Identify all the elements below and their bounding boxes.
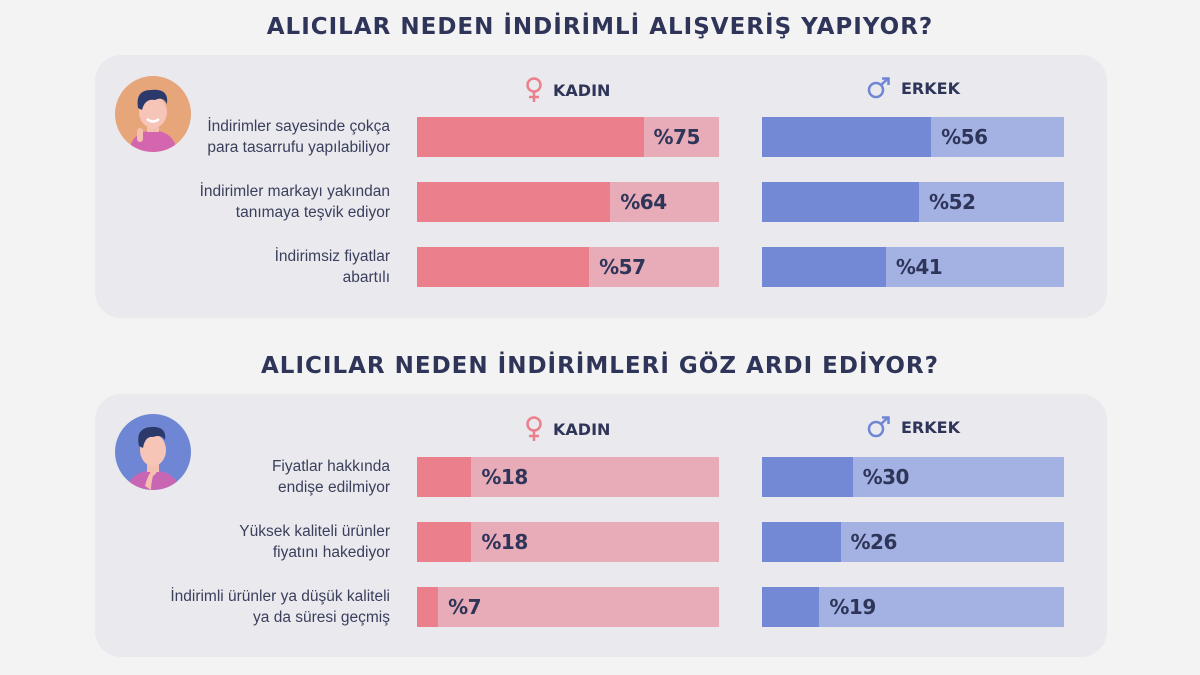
male-bar-fill [762,587,820,627]
male-bar-value: %52 [929,190,976,214]
row-label-line1: Yüksek kaliteli ürünler [239,523,390,540]
row-label-line2: ya da süresi geçmiş [253,609,390,626]
male-bar-fill [762,247,886,287]
row-label-line2: tanımaya teşvik ediyor [235,204,390,221]
row-label-line2: endişe edilmiyor [278,479,390,496]
female-symbol-icon [526,77,542,102]
row-label-line1: İndirimli ürünler ya düşük kaliteli [170,588,390,605]
row-label-line2: abartılı [342,269,390,286]
section-1-title: ALICILAR NEDEN İNDİRİMLİ ALIŞVERİŞ YAPIY… [266,14,934,40]
female-bar-value: %75 [653,125,701,149]
female-symbol-icon [526,416,542,441]
male-label: ERKEK [901,417,960,437]
male-symbol-icon [867,416,890,438]
male-bar-fill [762,457,853,497]
female-bar-value: %7 [448,595,482,619]
male-bar-value: %41 [895,255,943,279]
female-bar-fill [417,587,439,627]
female-bar: %18 [417,522,719,562]
row-label: İndirimler sayesinde çokça para tasarruf… [90,116,390,158]
female-bar-value: %64 [620,190,667,214]
female-bar-value: %57 [599,255,646,279]
female-bar-fill [417,182,611,222]
male-header: ERKEK [867,77,960,99]
row-label: İndirimler markayı yakından tanımaya teş… [90,181,390,223]
avatar-smiling-woman [115,76,191,152]
female-bar: %7 [417,587,719,627]
male-bar-fill [762,522,841,562]
section-1-panel: KADIN ERKEK İndirimler sayesinde çokça p… [95,55,1107,318]
female-bar-value: %18 [481,530,528,554]
male-bar-value: %56 [941,125,988,149]
male-symbol-icon [867,77,890,99]
female-bar-fill [417,522,472,562]
male-bar: %52 [762,182,1064,222]
male-bar-fill [762,182,920,222]
row-label-line2: fiyatını hakediyor [272,544,390,561]
female-bar: %75 [417,117,719,157]
male-bar-value: %30 [862,465,910,489]
male-bar: %19 [762,587,1064,627]
row-label-line1: İndirimler markayı yakından [199,183,390,200]
female-bar: %64 [417,182,719,222]
male-bar: %56 [762,117,1064,157]
section-2-panel: KADIN ERKEK Fiyatlar hakkında endişe edi… [95,394,1107,657]
male-bar: %26 [762,522,1064,562]
row-label-line1: Fiyatlar hakkında [271,458,390,475]
female-header: KADIN [525,416,610,442]
row-label: Yüksek kaliteli ürünler fiyatını hakediy… [90,521,390,563]
male-bar-value: %19 [829,595,876,619]
row-label: İndirimli ürünler ya düşük kaliteli ya d… [90,586,390,628]
female-label: KADIN [553,419,611,439]
female-label: KADIN [553,80,611,100]
female-bar: %57 [417,247,719,287]
male-label: ERKEK [901,78,960,98]
row-label-line1: İndirimsiz fiyatlar [274,248,390,265]
avatar-thinking-woman [115,414,191,490]
male-bar-fill [762,117,932,157]
male-header: ERKEK [867,416,960,438]
row-label: Fiyatlar hakkında endişe edilmiyor [90,456,390,498]
female-bar-fill [417,117,644,157]
female-header: KADIN [525,77,610,103]
row-label: İndirimsiz fiyatlar abartılı [90,246,390,288]
male-bar: %41 [762,247,1064,287]
female-bar-value: %18 [481,465,528,489]
section-2-title: ALICILAR NEDEN İNDİRİMLERİ GÖZ ARDI EDİY… [261,353,939,379]
female-bar: %18 [417,457,719,497]
female-bar-fill [417,457,472,497]
male-bar-value: %26 [850,530,898,554]
row-label-line2: para tasarrufu yapılabiliyor [207,139,390,156]
male-bar: %30 [762,457,1064,497]
row-label-line1: İndirimler sayesinde çokça [207,118,390,135]
female-bar-fill [417,247,590,287]
